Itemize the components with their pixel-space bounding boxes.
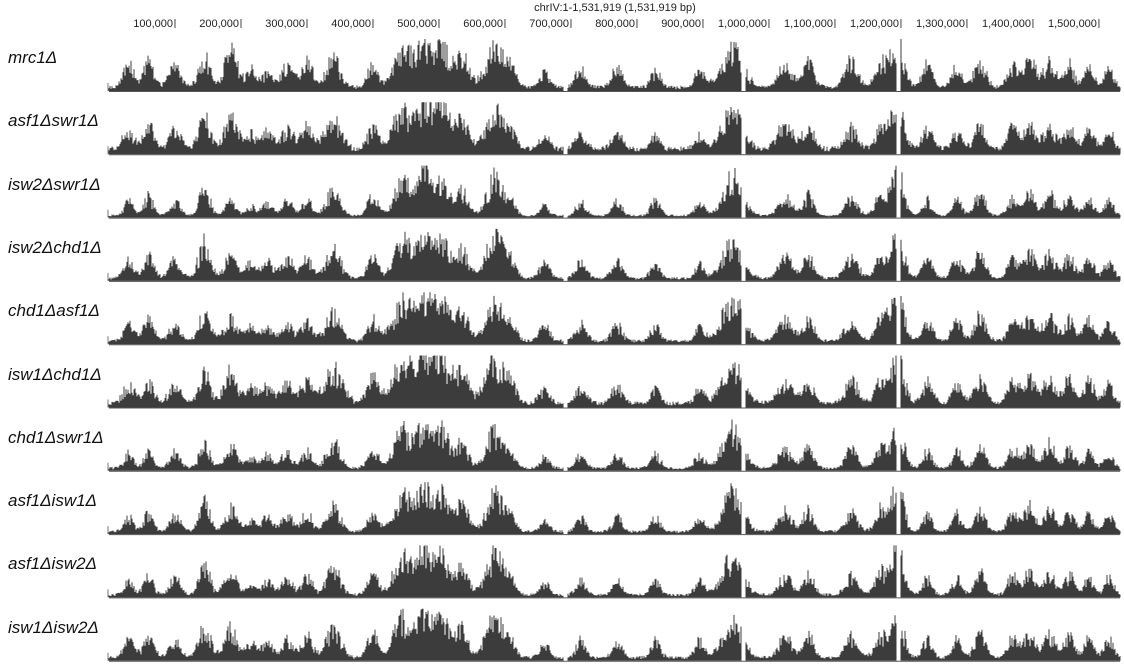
track-label: asf1Δswr1Δ bbox=[8, 111, 99, 131]
genome-ruler: 100,000 200,000 300,000 400,000 500,000 600,0… bbox=[133, 18, 1100, 30]
coverage-bars bbox=[108, 608, 1121, 661]
coverage-bars bbox=[108, 39, 1121, 91]
coverage-bars bbox=[108, 355, 1121, 408]
coverage-bars bbox=[108, 482, 1121, 535]
x-tick-label: 1,200,000 bbox=[850, 18, 899, 30]
x-tick-label: 100,000 bbox=[133, 18, 173, 30]
x-tick-label: 1,300,000 bbox=[916, 18, 965, 30]
coverage-bars bbox=[108, 419, 1121, 471]
x-tick-label: 1,100,000 bbox=[784, 18, 833, 30]
x-tick-label: 500,000 bbox=[397, 18, 437, 30]
coverage-bars bbox=[108, 228, 1121, 281]
coverage-bars bbox=[108, 545, 1121, 598]
x-tick-label: 600,000 bbox=[463, 18, 503, 30]
coverage-series bbox=[107, 228, 1121, 282]
coverage-series bbox=[107, 39, 1121, 92]
track-label: isw2Δswr1Δ bbox=[8, 174, 101, 194]
x-tick-label: 700,000 bbox=[529, 18, 569, 30]
coverage-series bbox=[107, 608, 1121, 662]
coverage-bars bbox=[108, 292, 1121, 345]
track-label: isw1Δisw2Δ bbox=[8, 617, 99, 637]
track-label: isw1Δchd1Δ bbox=[8, 364, 102, 384]
x-tick-label: 300,000 bbox=[265, 18, 305, 30]
track-label: mrc1Δ bbox=[8, 48, 58, 67]
x-tick-label: 1,500,000 bbox=[1048, 18, 1097, 30]
track-label: chd1Δasf1Δ bbox=[8, 301, 100, 321]
coverage-bars bbox=[108, 102, 1121, 155]
x-tick-label: 1,000,000 bbox=[718, 18, 767, 30]
coverage-series bbox=[107, 545, 1121, 599]
coverage-series bbox=[107, 482, 1121, 536]
coverage-series bbox=[107, 165, 1121, 219]
coverage-series bbox=[107, 419, 1121, 472]
x-tick-label: 1,400,000 bbox=[982, 18, 1031, 30]
track-label: asf1Δisw1Δ bbox=[8, 491, 97, 511]
coverage-bars bbox=[108, 165, 1121, 218]
coverage-series bbox=[107, 292, 1121, 346]
x-tick-label: 900,000 bbox=[661, 18, 701, 30]
locus-title: chrIV:1-1,531,919 (1,531,919 bp) bbox=[534, 2, 696, 14]
x-tick-label: 200,000 bbox=[199, 18, 239, 30]
track-label: asf1Δisw2Δ bbox=[8, 554, 97, 574]
coverage-series bbox=[107, 102, 1121, 156]
track-label: isw2Δchd1Δ bbox=[8, 237, 102, 257]
x-tick-label: 400,000 bbox=[331, 18, 371, 30]
x-tick-label: 800,000 bbox=[595, 18, 635, 30]
track-label: chd1Δswr1Δ bbox=[8, 427, 104, 447]
coverage-series bbox=[107, 355, 1121, 409]
